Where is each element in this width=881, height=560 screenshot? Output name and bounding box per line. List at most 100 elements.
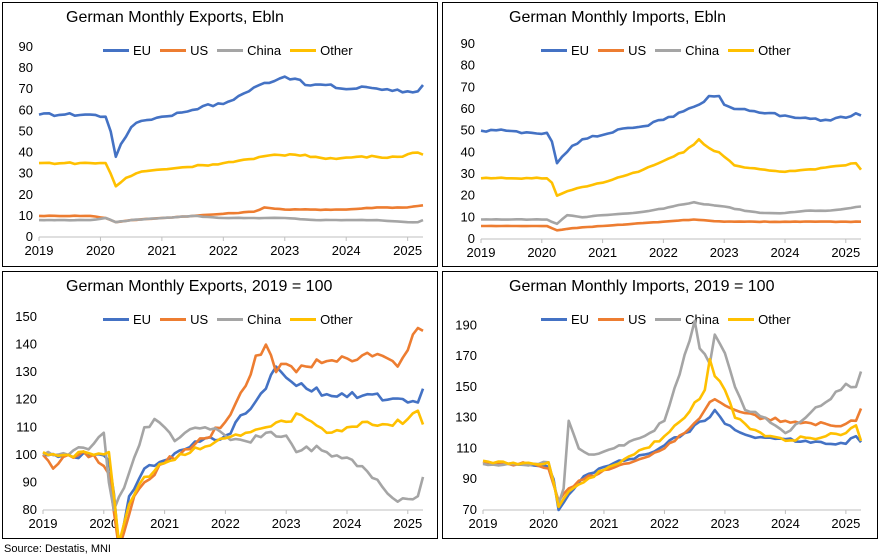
legend-swatch-china [217,49,244,52]
x-tick-label: 2021 [588,245,617,260]
y-tick-label: 100 [15,447,37,462]
series-line-china [38,214,424,224]
series-line-other [482,357,863,509]
y-tick-label: 90 [461,36,475,51]
y-tick-label: 30 [461,166,475,181]
legend-item-other: Other [290,312,353,327]
chart-title: German Monthly Exports, 2019 = 100 [66,278,333,295]
chart-legend: EU US China Other [103,312,353,327]
y-tick-label: 70 [463,502,477,517]
chart-plot: 70 90 110 130 150 170 190 2019 2020 2021 2022 2023 2… [455,317,863,531]
y-tick-label: 50 [19,123,33,138]
legend-swatch-us [160,49,187,52]
legend-swatch-other [290,318,317,321]
legend-label-other: Other [320,312,353,327]
legend-label-china: China [685,43,720,58]
y-tick-label: 20 [461,188,475,203]
x-tick-label: 2022 [209,243,238,258]
legend-swatch-eu [541,49,567,52]
y-tick-label: 190 [455,317,477,332]
legend-item-china: China [217,43,281,58]
legend-label-eu: EU [571,312,590,327]
x-tick-label: 2019 [29,516,58,531]
legend-item-eu: EU [103,312,151,327]
series-line-eu [38,75,425,159]
series-line-other [38,151,424,188]
legend-label-other: Other [758,43,791,58]
x-tick-label: 2022 [650,516,679,531]
chart-title: German Monthly Imports, Ebln [509,9,726,26]
legend-item-us: US [160,43,208,58]
y-tick-label: 10 [19,208,33,223]
chart-plot: 80 90 100 110 120 130 140 150 2019 2020 2021 2022 20… [15,309,425,538]
x-tick-label: 2020 [89,516,118,531]
x-tick-label: 2025 [831,245,860,260]
y-tick-label: 20 [19,187,33,202]
legend-swatch-china [217,318,244,321]
y-tick-label: 110 [456,440,477,455]
y-tick-label: 50 [461,123,475,138]
y-tick-label: 60 [461,101,475,116]
y-tick-label: 130 [455,410,477,425]
legend-item-other: Other [290,43,353,58]
legend-swatch-china [655,49,682,52]
x-tick-label: 2024 [332,243,361,258]
x-tick-label: 2019 [25,243,54,258]
legend-label-other: Other [758,312,791,327]
y-tick-label: 150 [455,379,477,394]
series-line-china [482,319,863,506]
legend-item-china: China [655,43,719,58]
x-tick-label: 2022 [649,245,678,260]
legend-swatch-eu [103,49,129,52]
x-tick-label: 2023 [270,243,299,258]
series-line-china [42,417,425,512]
y-tick-label: 10 [461,209,475,224]
y-tick-label: 90 [23,474,37,489]
y-tick-label: 90 [19,39,33,54]
legend-item-eu: EU [541,312,589,327]
legend-item-us: US [598,312,646,327]
series-line-us [482,397,863,503]
y-tick-label: 140 [15,337,37,352]
chart-plot: 0 10 20 30 40 50 60 70 80 90 2019 2020 2021 2022 2023 2… [461,36,863,260]
legend-swatch-eu [103,318,129,321]
x-tick-label: 2024 [771,516,800,531]
legend-label-other: Other [320,43,353,58]
chart-title: German Monthly Exports, Ebln [66,9,284,26]
chart-legend: EU US China Other [103,43,353,58]
legend-label-eu: EU [571,43,590,58]
legend-item-eu: EU [541,43,589,58]
series-line-eu [482,408,863,512]
chart-panel-exports-ebln: German Monthly Exports, Ebln EU US China… [2,2,438,267]
legend-swatch-other [728,49,755,52]
y-tick-label: 130 [15,364,37,379]
series-line-eu [480,94,862,165]
x-tick-label: 2020 [529,516,558,531]
series-line-us [42,326,424,538]
legend-item-us: US [160,312,208,327]
chart-plot: 0 10 20 30 40 50 60 70 80 90 2019 2020 2021 2022 2023 2… [19,39,425,258]
x-tick-label: 2024 [771,245,800,260]
legend-swatch-china [655,318,682,321]
legend-label-us: US [190,312,209,327]
x-tick-label: 2025 [393,516,422,531]
x-tick-label: 2023 [272,516,301,531]
x-tick-label: 2020 [527,245,556,260]
legend-item-other: Other [728,312,791,327]
x-tick-label: 2025 [831,516,860,531]
x-tick-label: 2020 [86,243,115,258]
x-tick-label: 2021 [589,516,618,531]
y-tick-label: 80 [461,58,475,73]
legend-label-china: China [247,312,282,327]
x-tick-label: 2024 [333,516,362,531]
chart-legend: EU US China Other [541,43,791,58]
legend-swatch-eu [541,318,567,321]
legend-label-eu: EU [133,312,152,327]
legend-swatch-us [598,49,625,52]
y-tick-label: 90 [463,471,477,486]
legend-label-us: US [628,43,647,58]
chart-panel-imports-ebln: German Monthly Imports, Ebln EU US China… [442,2,878,267]
legend-item-china: China [217,312,281,327]
y-tick-label: 170 [455,348,477,363]
y-tick-label: 40 [461,144,475,159]
